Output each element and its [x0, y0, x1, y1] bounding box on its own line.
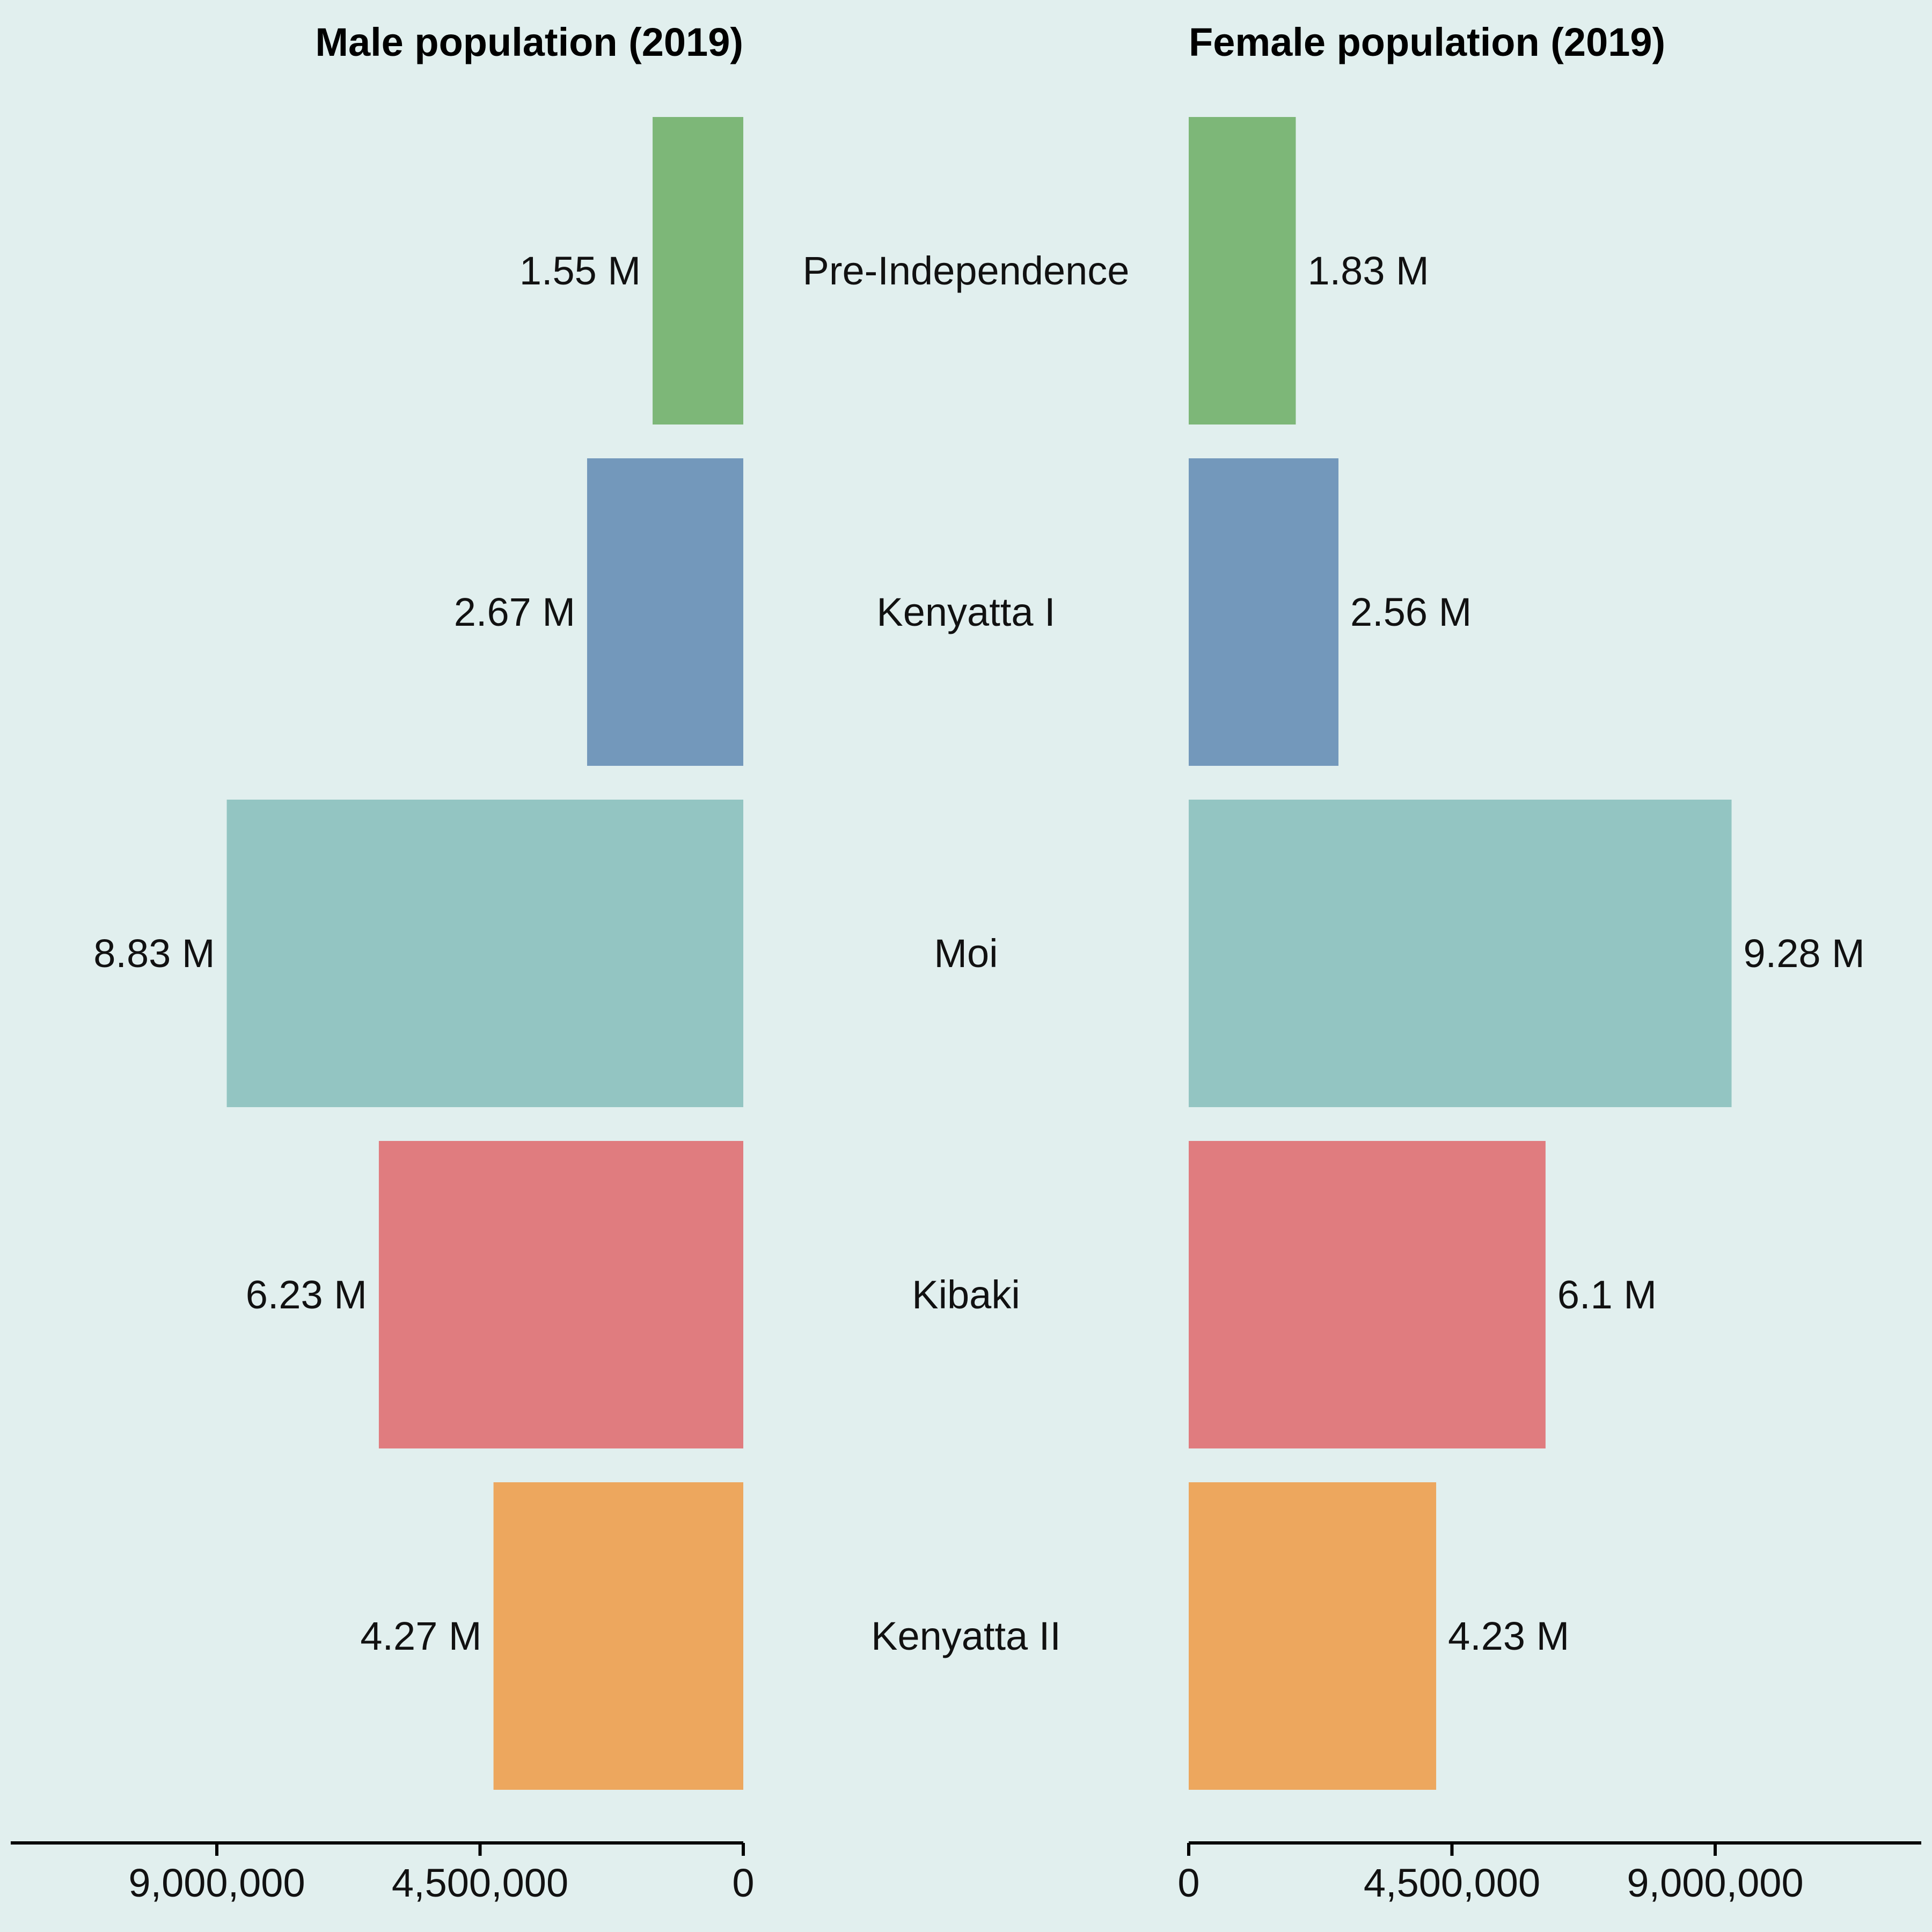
female-x-tick-label: 9,000,000	[1627, 1861, 1803, 1905]
female-value-label: 6.1 M	[1557, 1272, 1657, 1317]
female-value-label: 1.83 M	[1307, 248, 1429, 293]
male-bar	[587, 458, 743, 766]
male-bar	[493, 1482, 743, 1790]
category-label: Moi	[934, 931, 998, 976]
category-label: Kenyatta I	[876, 590, 1055, 634]
male-bar	[378, 1141, 743, 1448]
male-x-tick-label: 9,000,000	[128, 1861, 305, 1905]
male-panel-title: Male population (2019)	[315, 20, 743, 64]
male-value-label: 6.23 M	[246, 1272, 367, 1317]
female-x-tick-label: 4,500,000	[1364, 1861, 1540, 1905]
male-bar	[653, 117, 743, 425]
bars-layer	[226, 117, 1732, 1790]
female-value-label: 9.28 M	[1744, 931, 1865, 976]
female-bar	[1189, 800, 1732, 1107]
labels-layer: Pre-Independence Kenyatta I Moi Kibaki Kenya…	[93, 248, 1864, 1658]
female-bar	[1189, 1482, 1437, 1790]
axes-layer: 9,000,000 4,500,000 0 0 4,500,000 9,000,000	[11, 1841, 1921, 1905]
male-bar	[226, 800, 743, 1107]
male-x-tick-label: 4,500,000	[392, 1861, 568, 1905]
female-x-tick-label: 0	[1177, 1861, 1199, 1905]
female-bar	[1189, 458, 1339, 766]
female-panel-title: Female population (2019)	[1189, 20, 1665, 64]
male-value-label: 2.67 M	[454, 590, 575, 634]
male-x-tick-label: 0	[732, 1861, 754, 1905]
category-label: Kenyatta II	[871, 1614, 1061, 1658]
female-bar	[1189, 1141, 1546, 1448]
category-label: Pre-Independence	[803, 248, 1130, 293]
category-label: Kibaki	[912, 1272, 1020, 1317]
female-value-label: 2.56 M	[1350, 590, 1472, 634]
male-value-label: 1.55 M	[519, 248, 641, 293]
female-value-label: 4.23 M	[1448, 1614, 1569, 1658]
female-bar	[1189, 117, 1296, 425]
male-value-label: 4.27 M	[360, 1614, 481, 1658]
male-value-label: 8.83 M	[93, 931, 215, 976]
